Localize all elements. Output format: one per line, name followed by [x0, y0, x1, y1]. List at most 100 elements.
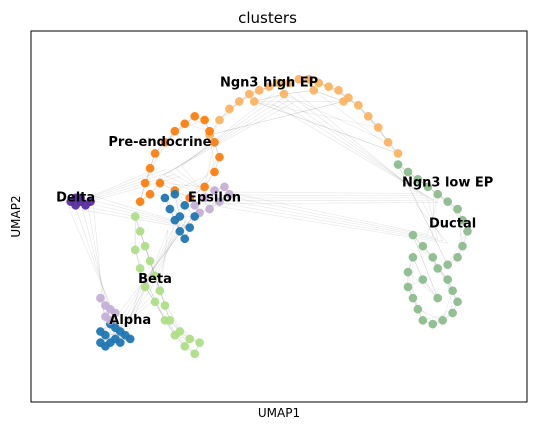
edge-local-8-14	[139, 268, 166, 321]
edge-cluster-link-8-3	[110, 220, 187, 334]
scatter-point-0-1	[215, 115, 224, 125]
scatter-point-0-2	[225, 104, 234, 114]
edge-local-8-15	[134, 249, 156, 302]
edge-intra-0-19	[254, 101, 399, 154]
scatter-point-1-11	[215, 152, 224, 162]
edge-cluster-link-0-2	[80, 171, 170, 202]
edge-local-6-0	[164, 197, 181, 232]
y-axis-label: UMAP2	[9, 195, 23, 237]
scatter-point-8-2	[140, 241, 150, 251]
scatter-point-5-4	[443, 275, 452, 284]
edge-local-8-8	[179, 331, 195, 354]
scatter-point-0-4	[244, 89, 254, 99]
edge-cluster-link-8-4	[105, 217, 192, 331]
scatter-point-4-9	[458, 241, 467, 251]
scatter-point-6-9	[175, 212, 185, 221]
scatter-point-1-8	[200, 115, 209, 125]
series-4	[393, 160, 472, 270]
scatter-point-8-11	[190, 349, 200, 359]
scatter-point-9-0	[96, 293, 105, 303]
chart-title: clusters	[238, 9, 297, 27]
scatter-point-7-11	[96, 327, 105, 336]
edge-local-4-4	[437, 193, 463, 221]
edge-local-8-13	[144, 286, 176, 336]
series-5	[403, 230, 462, 329]
edge-local-5-7	[422, 312, 453, 321]
edge-cluster-link-7-0	[415, 203, 448, 244]
scatter-point-5-12	[408, 293, 418, 303]
edge-cluster-link-6-4	[295, 91, 419, 194]
edge-local-4-0	[397, 164, 429, 188]
edge-local-1-0	[139, 153, 156, 202]
edge-cluster-link-5-3	[220, 194, 423, 197]
edge-intra-0-20	[254, 93, 285, 102]
scatter-point-1-6	[180, 119, 190, 129]
edge-local-0-10	[308, 78, 339, 91]
edge-local-1-3	[154, 123, 186, 154]
scatter-point-8-15	[150, 297, 160, 307]
edge-local-0-5	[259, 82, 290, 91]
scatter-point-0-6	[264, 82, 274, 92]
scatter-point-4-10	[453, 252, 462, 262]
edge-cluster-link-11-2	[214, 197, 438, 240]
scatter-point-1-12	[210, 167, 219, 177]
scatter-point-5-0	[408, 230, 418, 240]
edge-local-0-0	[209, 101, 240, 136]
edge-cluster-link-9-0	[159, 229, 169, 296]
scatter-point-0-9	[294, 74, 304, 84]
scatter-point-3-6	[71, 201, 80, 210]
scatter-point-1-0	[135, 197, 145, 207]
scatter-point-2-1	[200, 193, 209, 203]
scatter-point-5-8	[438, 316, 448, 325]
edge-local-0-1	[219, 93, 250, 121]
edge-local-4-7	[457, 220, 463, 258]
edge-cluster-link-1-2	[80, 201, 180, 225]
scatter-point-0-5	[254, 86, 264, 95]
scatter-point-6-4	[180, 234, 190, 244]
edge-cluster-link-3-4	[181, 93, 275, 167]
scatter-point-0-20	[249, 97, 259, 106]
scatter-point-8-5	[155, 286, 165, 296]
edge-cluster-link-10-3	[120, 288, 146, 333]
cluster-label-0: Ngn3 high EP	[220, 75, 318, 90]
edge-local-8-3	[149, 260, 166, 306]
scatter-point-1-17	[145, 189, 155, 199]
scatter-point-8-3	[145, 256, 155, 266]
scatter-point-8-6	[160, 301, 170, 310]
edge-local-5-4	[447, 279, 453, 314]
scatter-point-5-5	[448, 286, 457, 296]
series-2	[190, 182, 234, 218]
scatter-point-1-10	[210, 137, 219, 147]
edge-local-1-10	[204, 142, 215, 187]
edge-local-0-14	[348, 97, 379, 128]
scatter-point-0-15	[354, 100, 363, 110]
series-7	[96, 319, 135, 351]
scatter-point-8-13	[170, 330, 180, 340]
edge-local-1-2	[149, 130, 176, 169]
scatter-point-5-2	[428, 252, 438, 262]
scatter-point-1-2	[145, 163, 155, 173]
edge-local-2-4	[199, 193, 230, 214]
edge-cluster-link-8-2	[115, 223, 181, 336]
scatter-point-1-3	[150, 149, 160, 158]
scatter-point-0-7	[274, 78, 284, 88]
scatter-point-1-16	[155, 178, 165, 188]
scatter-point-0-8	[284, 78, 294, 88]
series-1	[135, 111, 224, 207]
edge-cluster-link-3-0	[157, 101, 295, 179]
scatter-point-5-17	[433, 293, 443, 303]
scatter-point-6-8	[170, 189, 180, 199]
edge-cluster-link-11-1	[208, 200, 443, 242]
series-6	[160, 189, 200, 244]
edge-local-0-12	[328, 86, 359, 106]
scatter-point-3-4	[86, 197, 95, 207]
scatter-point-8-0	[130, 212, 140, 221]
edge-local-6-5	[174, 194, 191, 228]
scatter-point-0-22	[309, 86, 319, 95]
scatter-points-layer	[66, 74, 472, 359]
scatter-point-5-13	[403, 282, 413, 292]
edge-cluster-link-4-0	[157, 177, 225, 203]
edge-cluster-link-10-4	[126, 286, 141, 330]
